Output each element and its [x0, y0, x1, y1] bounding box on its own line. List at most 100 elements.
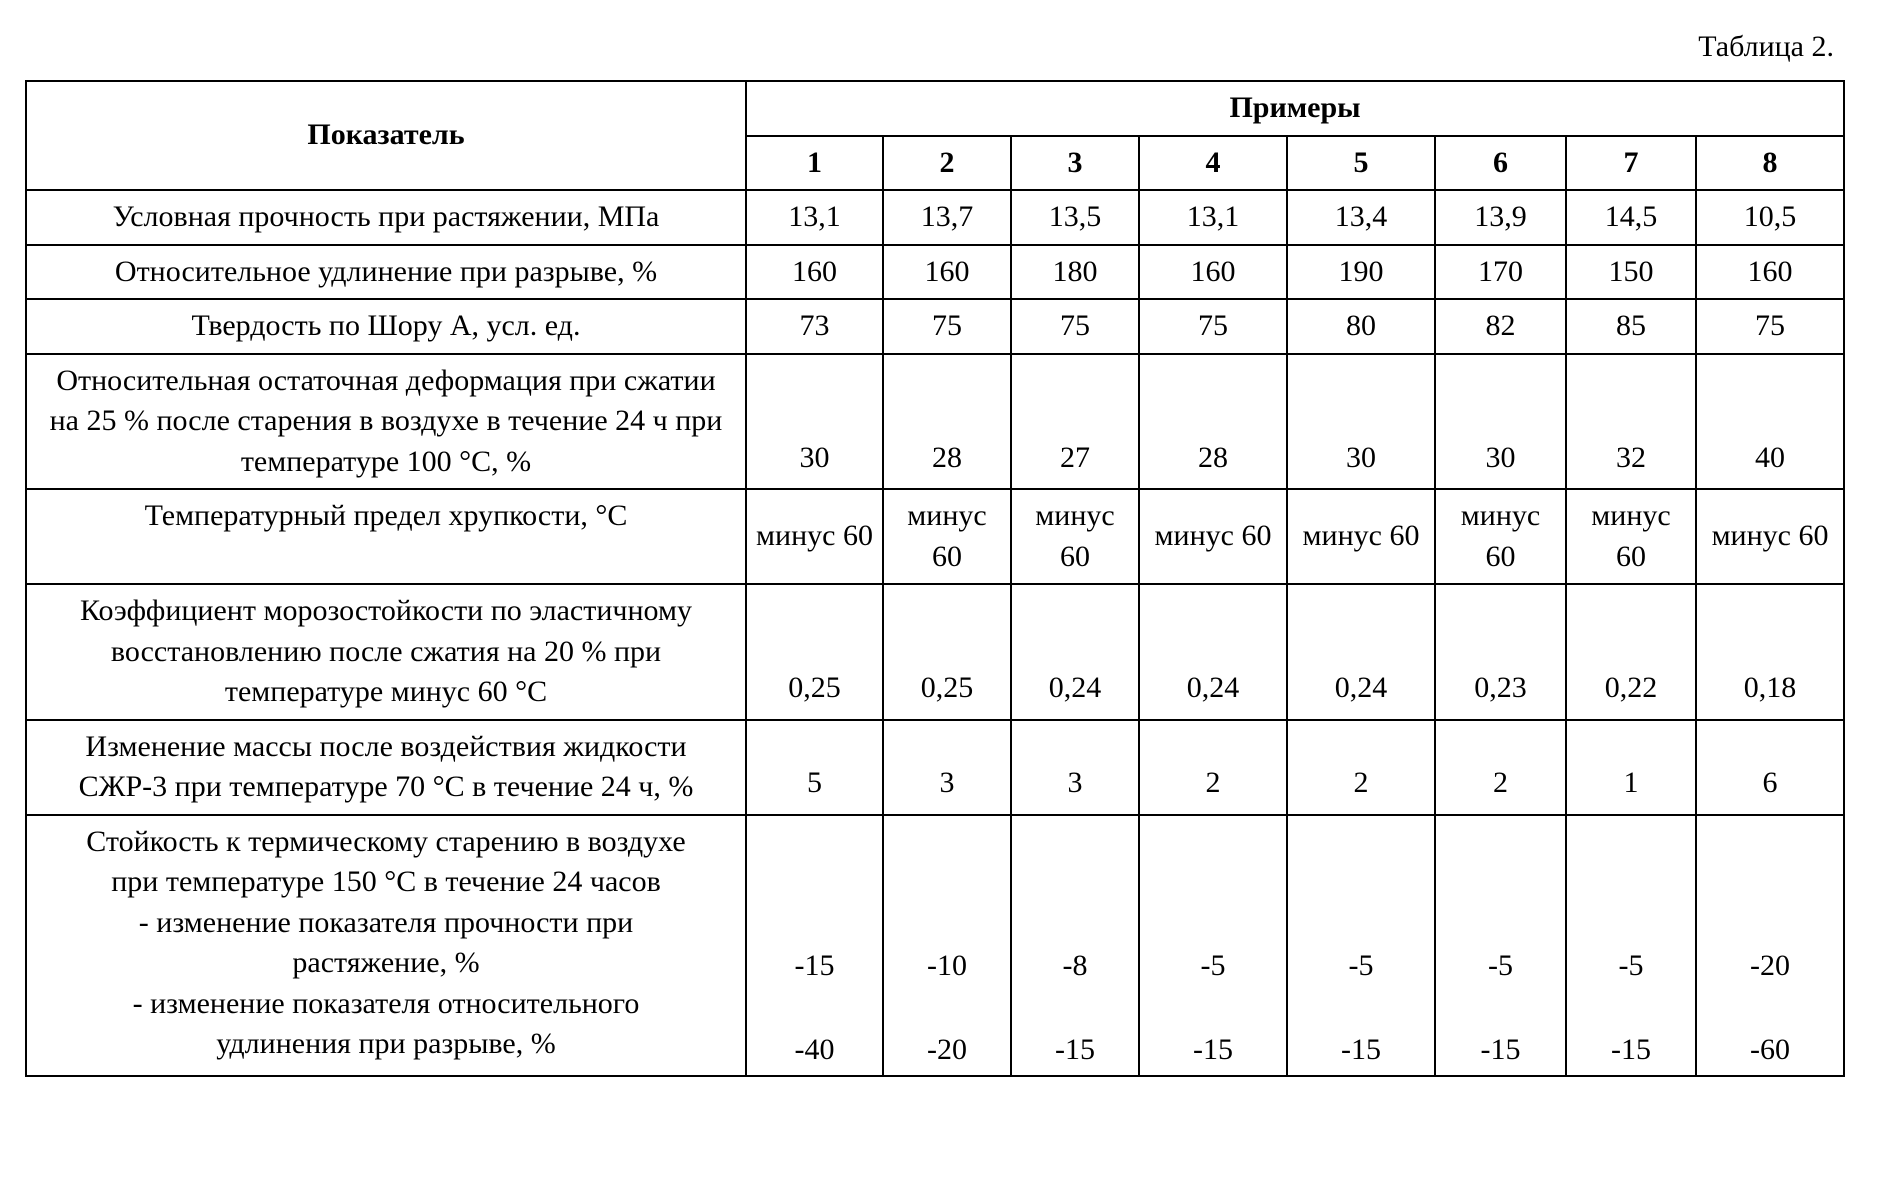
- row-label: Относительное удлинение при разрыве, %: [26, 245, 746, 300]
- row-label: Изменение массы после воздействия жидкос…: [26, 720, 746, 815]
- row-value: 10,5: [1696, 190, 1844, 245]
- row-value: 80: [1287, 299, 1435, 354]
- header-col: 6: [1435, 136, 1566, 191]
- row-value: -5 -15: [1139, 815, 1287, 1076]
- row-value: 180: [1011, 245, 1139, 300]
- value-strength-change: -10: [892, 946, 1002, 987]
- value-elongation-change: -15: [1575, 1030, 1687, 1071]
- row-value: -20 -60: [1696, 815, 1844, 1076]
- row-value: 32: [1566, 354, 1696, 490]
- row-value: 75: [883, 299, 1011, 354]
- header-param: Показатель: [26, 81, 746, 190]
- table-row: Изменение массы после воздействия жидкос…: [26, 720, 1844, 815]
- row-value: 0,24: [1011, 584, 1139, 720]
- table-row: Температурный предел хрупкости, °Сминус …: [26, 489, 1844, 584]
- row-value: 40: [1696, 354, 1844, 490]
- value-strength-change: -5: [1444, 946, 1557, 987]
- row-value: 28: [1139, 354, 1287, 490]
- row-value: 5: [746, 720, 883, 815]
- row-value: 85: [1566, 299, 1696, 354]
- value-elongation-change: -15: [1148, 1030, 1278, 1071]
- value-strength-change: -8: [1020, 946, 1130, 987]
- row-value: 2: [1435, 720, 1566, 815]
- row-value: 75: [1696, 299, 1844, 354]
- value-strength-change: -5: [1575, 946, 1687, 987]
- row-value: 30: [1287, 354, 1435, 490]
- row-value: 13,9: [1435, 190, 1566, 245]
- table-row: Относительное удлинение при разрыве, %16…: [26, 245, 1844, 300]
- row-value: 13,1: [1139, 190, 1287, 245]
- value-strength-change: -5: [1148, 946, 1278, 987]
- row-value: 190: [1287, 245, 1435, 300]
- row-value: 75: [1011, 299, 1139, 354]
- value-strength-change: -5: [1296, 946, 1426, 987]
- row-value: минус 60: [1011, 489, 1139, 584]
- row-value: -8 -15: [1011, 815, 1139, 1076]
- row-value: минус 60: [1696, 489, 1844, 584]
- row-value: 0,24: [1139, 584, 1287, 720]
- header-col: 1: [746, 136, 883, 191]
- row-value: 0,25: [883, 584, 1011, 720]
- header-group: Примеры: [746, 81, 1844, 136]
- row-value: 0,18: [1696, 584, 1844, 720]
- row-label: Относительная остаточная деформация при …: [26, 354, 746, 490]
- row-value: 13,4: [1287, 190, 1435, 245]
- row-value: 73: [746, 299, 883, 354]
- value-strength-change: -15: [755, 946, 874, 987]
- row-value: 0,22: [1566, 584, 1696, 720]
- row-label: Условная прочность при растяжении, МПа: [26, 190, 746, 245]
- row-value: -5-15: [1287, 815, 1435, 1076]
- row-value: 3: [883, 720, 1011, 815]
- value-strength-change: -20: [1705, 946, 1835, 987]
- value-elongation-change: -15: [1020, 1030, 1130, 1071]
- properties-table: Показатель Примеры 1 2 3 4 5 6 7 8 Услов…: [25, 80, 1845, 1077]
- header-col: 2: [883, 136, 1011, 191]
- row-value: минус 60: [883, 489, 1011, 584]
- header-col: 8: [1696, 136, 1844, 191]
- label-line: растяжение, %: [41, 943, 731, 984]
- table-row: Коэффициент морозостойкости по эластично…: [26, 584, 1844, 720]
- table-row: Стойкость к термическому старению в возд…: [26, 815, 1844, 1076]
- row-value: минус 60: [1566, 489, 1696, 584]
- header-col: 3: [1011, 136, 1139, 191]
- row-value: минус 60: [1139, 489, 1287, 584]
- row-value: 3: [1011, 720, 1139, 815]
- row-value: 150: [1566, 245, 1696, 300]
- row-value: 160: [1696, 245, 1844, 300]
- row-value: минус 60: [746, 489, 883, 584]
- table-row: Относительная остаточная деформация при …: [26, 354, 1844, 490]
- row-label: Температурный предел хрупкости, °С: [26, 489, 746, 584]
- row-value: 75: [1139, 299, 1287, 354]
- row-value: 160: [883, 245, 1011, 300]
- row-value: минус 60: [1435, 489, 1566, 584]
- row-label: Стойкость к термическому старению в возд…: [26, 815, 746, 1076]
- row-value: 0,25: [746, 584, 883, 720]
- value-elongation-change: -60: [1705, 1030, 1835, 1071]
- header-col: 4: [1139, 136, 1287, 191]
- row-value: -5 -15: [1435, 815, 1566, 1076]
- row-value: 160: [1139, 245, 1287, 300]
- row-value: -10 -20: [883, 815, 1011, 1076]
- label-line: - изменение показателя относительного: [41, 984, 731, 1025]
- row-label: Твердость по Шору А, усл. ед.: [26, 299, 746, 354]
- row-value: 0,24: [1287, 584, 1435, 720]
- row-value: 6: [1696, 720, 1844, 815]
- header-col: 5: [1287, 136, 1435, 191]
- row-value: 30: [746, 354, 883, 490]
- value-elongation-change: -20: [892, 1030, 1002, 1071]
- table-row: Условная прочность при растяжении, МПа 13…: [26, 190, 1844, 245]
- table-body: Условная прочность при растяжении, МПа 13…: [26, 190, 1844, 1076]
- row-value: 27: [1011, 354, 1139, 490]
- value-elongation-change: -40: [755, 1030, 874, 1071]
- row-value: 82: [1435, 299, 1566, 354]
- row-value: 160: [746, 245, 883, 300]
- value-elongation-change: -15: [1444, 1030, 1557, 1071]
- row-value: -15 -40: [746, 815, 883, 1076]
- row-value: 13,7: [883, 190, 1011, 245]
- table-row: Твердость по Шору А, усл. ед.73757575808…: [26, 299, 1844, 354]
- header-col: 7: [1566, 136, 1696, 191]
- row-value: 0,23: [1435, 584, 1566, 720]
- row-value: 14,5: [1566, 190, 1696, 245]
- header-row-1: Показатель Примеры: [26, 81, 1844, 136]
- row-value: 170: [1435, 245, 1566, 300]
